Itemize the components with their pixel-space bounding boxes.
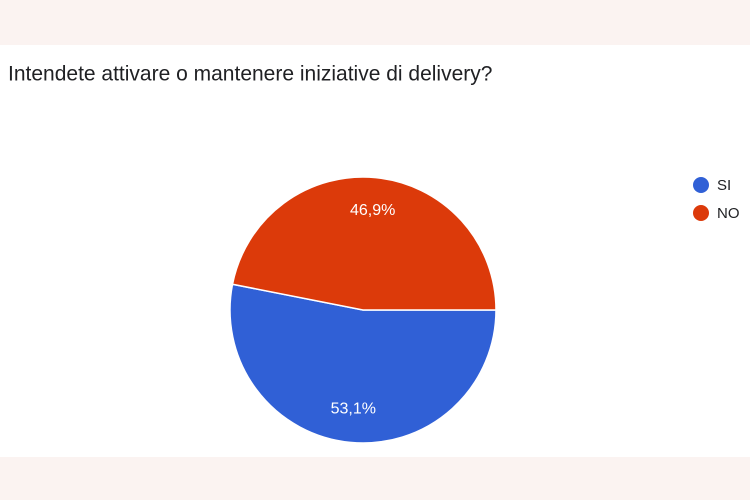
legend-marker xyxy=(693,205,709,221)
chart-title: Intendete attivare o mantenere iniziativ… xyxy=(8,63,492,86)
pie-slice xyxy=(229,283,497,444)
legend-marker xyxy=(693,177,709,193)
pie-slice xyxy=(231,176,497,311)
legend-label: SI xyxy=(717,177,731,194)
slice-label: 46,9% xyxy=(350,202,395,219)
legend-label: NO xyxy=(717,205,740,222)
slice-label: 53,1% xyxy=(331,400,376,417)
